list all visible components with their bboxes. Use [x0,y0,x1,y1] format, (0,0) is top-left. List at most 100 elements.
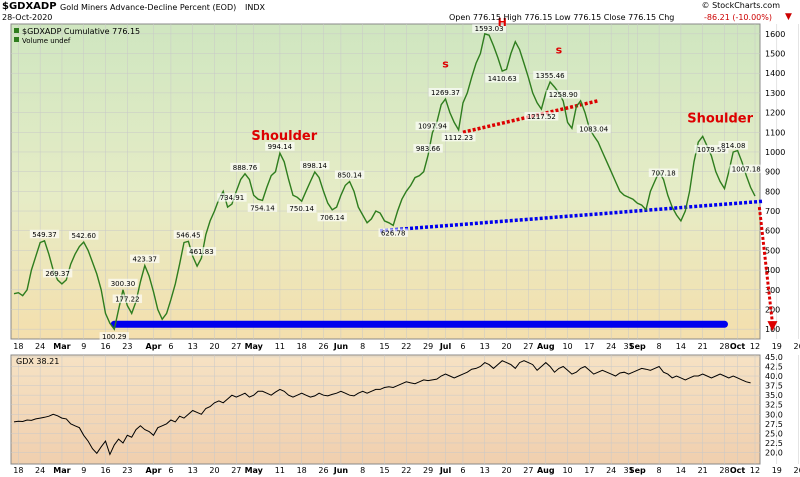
value-label-background [413,144,443,153]
value-label-background [286,204,317,213]
gdx-y-tick-label: 42.5 [765,362,783,371]
price-x-tick-label: 8 [360,342,365,351]
value-label-background [546,89,581,99]
price-x-tick-label: 13 [188,342,198,351]
price-x-tick-label: Sep [629,342,646,351]
pattern-annotation: Shoulder [251,129,317,144]
gdx-x-tick-label: 21 [698,466,708,475]
value-label-background [108,278,138,288]
gdx-x-tick-label: 17 [584,466,594,475]
price-y-tick-label: 300 [765,286,780,295]
gdx-x-tick-label: Apr [146,466,162,475]
value-label: 269.37 [45,270,70,278]
value-label: 706.14 [320,214,345,222]
value-label-background [415,121,450,131]
value-label-background [378,228,408,237]
gdx-y-tick-label: 45.0 [765,353,783,362]
gdx-x-tick-label: 8 [657,466,662,475]
value-label-background [217,193,247,202]
price-x-tick-label: 26 [793,342,800,351]
symbol-description: Gold Miners Advance-Decline Percent (EOD… [60,3,237,12]
down-triangle-icon: ▼ [785,12,792,22]
price-x-tick-label: 15 [379,342,389,351]
value-label: 850.14 [337,172,362,180]
gdx-x-tick-label: 13 [188,466,198,475]
price-y-tick-label: 900 [765,168,780,177]
price-y-tick-label: 1000 [765,148,785,157]
price-x-tick-label: 12 [750,342,760,351]
price-x-tick-label: 19 [772,342,782,351]
value-label-background [230,162,260,172]
gdx-y-tick-label: 25.0 [765,429,783,438]
value-label-background [485,74,520,83]
value-label: 1258.90 [549,91,578,99]
price-x-tick-label: Mar [53,342,70,351]
gdx-y-tick-label: 22.5 [765,439,783,448]
gdx-x-tick-label: 6 [168,466,173,475]
value-label: 1097.94 [418,123,447,131]
value-label: 300.30 [111,280,136,288]
value-label-background [300,161,330,170]
price-x-tick-label: Jul [439,342,452,351]
value-label: 549.37 [32,231,57,239]
price-x-tick-label: Apr [146,342,162,351]
gdx-x-tick-label: 31 [624,466,634,475]
price-x-tick-label: 6 [460,342,465,351]
price-x-tick-label: Jun [333,342,349,351]
value-label: 707.18 [651,170,676,178]
volume-note: Volume undef [22,37,71,45]
price-x-tick-label: 9 [81,342,86,351]
gdx-panel-background [10,354,761,465]
gdx-x-tick-label: May [245,466,264,475]
gdx-x-tick-label: 28 [719,466,729,475]
value-label-background [265,142,295,151]
copyright-text: © StockCharts.com [701,1,780,10]
value-label-background [729,164,764,174]
price-x-tick-label: 22 [401,342,411,351]
gdx-y-tick-label: 20.0 [765,449,783,458]
value-label: 814.08 [721,142,746,150]
value-label: 1007.18 [732,166,761,174]
value-label-background [428,88,463,97]
pattern-annotation: Shoulder [687,111,753,126]
pattern-annotation: s [442,57,449,70]
red-neckline [462,99,599,134]
projection-arrowhead [767,321,778,332]
gdx-x-tick-label: 12 [750,466,760,475]
value-label: 542.60 [71,232,96,240]
gdx-x-tick-label: 10 [562,466,572,475]
value-label: 750.14 [289,205,314,213]
price-x-tick-label: 21 [698,342,708,351]
blue-neckline [380,199,764,233]
value-label-background [42,268,73,278]
value-label-background [112,294,143,304]
gdx-y-tick-label: 37.5 [765,382,783,391]
value-label-background [718,140,748,150]
volume-swatch [14,37,19,42]
gdx-x-tick-label: 18 [13,466,23,475]
gdx-x-tick-label: 20 [501,466,511,475]
price-x-tick-label: 14 [676,342,686,351]
price-legend: $GDXADP Cumulative 776.15 [22,27,140,36]
value-label: 898.14 [303,162,328,170]
gdx-x-tick-label: 13 [480,466,490,475]
value-label: 994.14 [268,143,293,151]
gdx-x-tick-label: 24 [35,466,45,475]
gdx-x-tick-label: 14 [676,466,686,475]
value-label-background [130,254,160,264]
price-x-tick-label: 24 [606,342,616,351]
price-x-tick-label: 18 [297,342,307,351]
price-x-tick-label: 23 [122,342,132,351]
gdx-x-tick-label: 18 [297,466,307,475]
gdx-x-tick-label: 26 [318,466,328,475]
value-label: 1112.23 [444,134,473,142]
price-y-tick-label: 1100 [765,128,785,137]
price-x-tick-label: 8 [657,342,662,351]
value-label-background [99,332,129,341]
value-label-background [186,247,217,256]
value-label: 546.45 [176,231,201,239]
price-y-tick-label: 500 [765,246,780,255]
price-y-tick-label: 700 [765,207,780,216]
value-label-background [317,212,347,222]
gdx-x-tick-label: Aug [537,466,555,475]
